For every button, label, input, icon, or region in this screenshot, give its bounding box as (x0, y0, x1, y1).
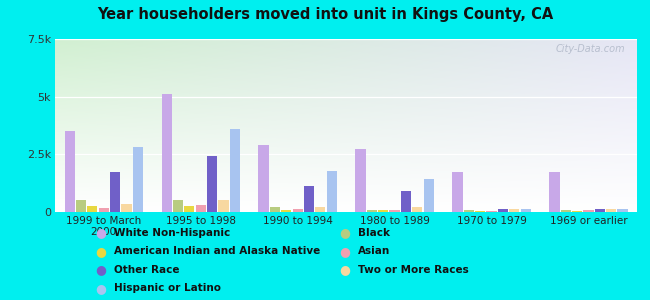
Bar (270, 207, 280, 212)
Bar (367, 210, 377, 212)
Text: Asian: Asian (358, 246, 390, 256)
Bar (412, 207, 423, 212)
Bar (424, 179, 434, 212)
Bar (110, 172, 120, 212)
Text: American Indian and Alaska Native: American Indian and Alaska Native (114, 246, 320, 256)
Bar (218, 200, 229, 211)
Text: Year householders moved into unit in Kings County, CA: Year householders moved into unit in Kin… (97, 8, 553, 22)
Bar (196, 205, 206, 212)
Text: ●: ● (339, 226, 350, 239)
Bar (584, 210, 593, 212)
Bar (498, 209, 508, 212)
Bar (161, 94, 172, 212)
Bar (452, 172, 463, 212)
Bar (401, 191, 411, 212)
Bar (281, 210, 291, 212)
Bar (561, 210, 571, 212)
Text: Black: Black (358, 227, 389, 238)
Bar (184, 206, 194, 212)
Text: Other Race: Other Race (114, 265, 179, 275)
Bar (475, 211, 486, 212)
Text: ●: ● (96, 244, 106, 258)
Text: Two or More Races: Two or More Races (358, 265, 468, 275)
Bar (549, 172, 560, 212)
Bar (133, 147, 143, 212)
Text: ●: ● (96, 282, 106, 295)
Text: ●: ● (339, 244, 350, 258)
Bar (618, 209, 628, 212)
Bar (463, 210, 474, 212)
Bar (304, 186, 314, 212)
Bar (521, 209, 531, 212)
Text: ●: ● (339, 263, 350, 276)
Bar (356, 149, 366, 212)
Bar (259, 145, 268, 212)
Bar (76, 200, 86, 211)
Bar (292, 208, 303, 211)
Bar (326, 171, 337, 212)
Bar (389, 210, 400, 212)
Bar (606, 209, 616, 211)
Bar (99, 208, 109, 211)
Bar (64, 131, 75, 212)
Bar (509, 209, 519, 211)
Bar (207, 156, 217, 212)
Bar (595, 209, 605, 212)
Bar (315, 207, 326, 212)
Bar (229, 129, 240, 212)
Text: Hispanic or Latino: Hispanic or Latino (114, 283, 221, 293)
Bar (378, 210, 388, 212)
Bar (87, 206, 98, 211)
Text: ●: ● (96, 226, 106, 239)
Text: ●: ● (96, 263, 106, 276)
Text: City-Data.com: City-Data.com (556, 44, 625, 54)
Text: White Non-Hispanic: White Non-Hispanic (114, 227, 230, 238)
Bar (486, 211, 497, 212)
Bar (572, 211, 582, 212)
Bar (173, 200, 183, 211)
Bar (122, 204, 131, 212)
